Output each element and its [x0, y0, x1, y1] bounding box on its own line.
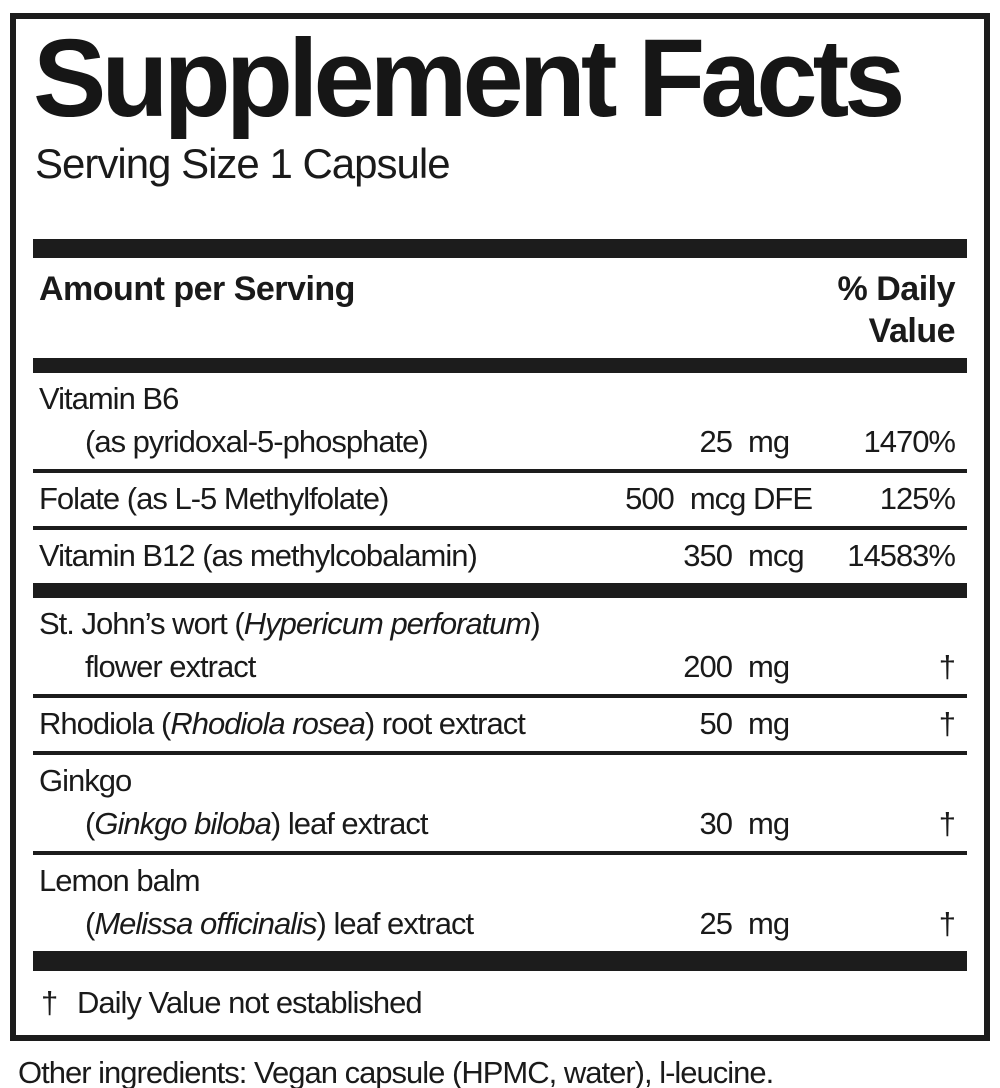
ingredient-name: Ginkgo (Ginkgo biloba) leaf extract — [33, 759, 607, 845]
ingredient-daily-value: † — [938, 806, 956, 841]
row-divider — [33, 526, 967, 530]
section-bar-top — [33, 239, 967, 258]
section-divider — [33, 583, 967, 598]
ingredient-name: Rhodiola (Rhodiola rosea) root extract — [33, 702, 607, 745]
ingredient-name-line: Vitamin B12 (as methylcobalamin) — [39, 538, 478, 573]
ingredient-row: Ginkgo (Ginkgo biloba) leaf extract 30 mg † — [33, 755, 967, 851]
ingredient-name-line: Ginkgo — [39, 763, 132, 798]
ingredient-name: Lemon balm (Melissa officinalis) leaf ext… — [33, 859, 607, 945]
serving-size-text: Serving Size 1 Capsule — [35, 140, 451, 187]
dv-footnote: † Daily Value not established — [33, 971, 967, 1035]
ingredient-row: Folate (as L-5 Methylfolate) 500 mcg DFE 12… — [33, 473, 967, 526]
ingredients-table: Vitamin B6 (as pyridoxal-5-phosphate) 25 mg… — [33, 373, 967, 971]
ingredient-name: Vitamin B12 (as methylcobalamin) — [33, 534, 607, 577]
table-header-row: Amount per Serving % Daily Value — [33, 258, 967, 358]
ingredient-name: Folate (as L-5 Methylfolate) — [33, 477, 607, 520]
ingredient-name: Vitamin B6 (as pyridoxal-5-phosphate) — [33, 377, 607, 463]
daily-value-header: % Daily Value — [838, 268, 967, 352]
ingredient-name-line: (as pyridoxal-5-phosphate) — [85, 424, 429, 459]
other-ingredients-line: Other ingredients: Vegan capsule (HPMC, … — [18, 1055, 774, 1088]
section-bar-header-bottom — [33, 358, 967, 373]
ingredient-row: Vitamin B12 (as methylcobalamin) 350 mcg 14… — [33, 530, 967, 583]
supplement-facts-panel: Supplement Facts Serving Size 1 Capsule … — [10, 13, 990, 1041]
ingredient-name-line: Lemon balm — [39, 863, 201, 898]
ingredient-daily-value: † — [938, 649, 956, 684]
row-divider — [33, 469, 967, 473]
daily-value-header-line2: Value — [868, 312, 956, 350]
ingredient-row: Vitamin B6 (as pyridoxal-5-phosphate) 25 mg… — [33, 373, 967, 469]
ingredient-name-line: St. John’s wort (Hypericum perforatum) — [39, 606, 541, 641]
panel-title: Supplement Facts — [33, 17, 905, 140]
section-divider — [33, 951, 967, 971]
ingredient-row: Lemon balm (Melissa officinalis) leaf ext… — [33, 855, 967, 951]
row-divider — [33, 694, 967, 698]
ingredient-amount: 500 mcg DFE — [625, 481, 813, 516]
ingredient-daily-value: 1470% — [863, 424, 956, 459]
ingredient-name-line: (Melissa officinalis) leaf extract — [85, 906, 474, 941]
ingredient-daily-value: 14583% — [847, 538, 956, 573]
row-divider — [33, 751, 967, 755]
ingredient-amount: 200 mg — [683, 649, 790, 684]
ingredient-amount: 25 mg — [699, 906, 791, 941]
ingredient-name-line: Vitamin B6 — [39, 381, 179, 416]
ingredient-name-line: Rhodiola (Rhodiola rosea) root extract — [39, 706, 526, 741]
dagger-symbol: † — [41, 985, 58, 1020]
ingredient-name-line: Folate (as L-5 Methylfolate) — [39, 481, 389, 516]
amount-per-serving-header: Amount per Serving — [39, 270, 355, 308]
ingredient-name-line: (Ginkgo biloba) leaf extract — [85, 806, 428, 841]
ingredient-amount: 25 mg — [699, 424, 791, 459]
ingredient-amount: 50 mg — [699, 706, 791, 741]
ingredient-daily-value: 125% — [879, 481, 956, 516]
daily-value-header-line1: % Daily — [837, 270, 956, 308]
ingredient-name: St. John’s wort (Hypericum perforatum) fl… — [33, 602, 607, 688]
ingredient-daily-value: † — [938, 706, 956, 741]
ingredient-amount: 350 mcg — [683, 538, 804, 573]
ingredient-amount: 30 mg — [699, 806, 791, 841]
footnote-text: Daily Value not established — [77, 985, 423, 1020]
ingredient-row: St. John’s wort (Hypericum perforatum) fl… — [33, 598, 967, 694]
row-divider — [33, 851, 967, 855]
ingredient-daily-value: † — [938, 906, 956, 941]
ingredient-row: Rhodiola (Rhodiola rosea) root extract 50… — [33, 698, 967, 751]
ingredient-name-line: flower extract — [85, 649, 256, 684]
